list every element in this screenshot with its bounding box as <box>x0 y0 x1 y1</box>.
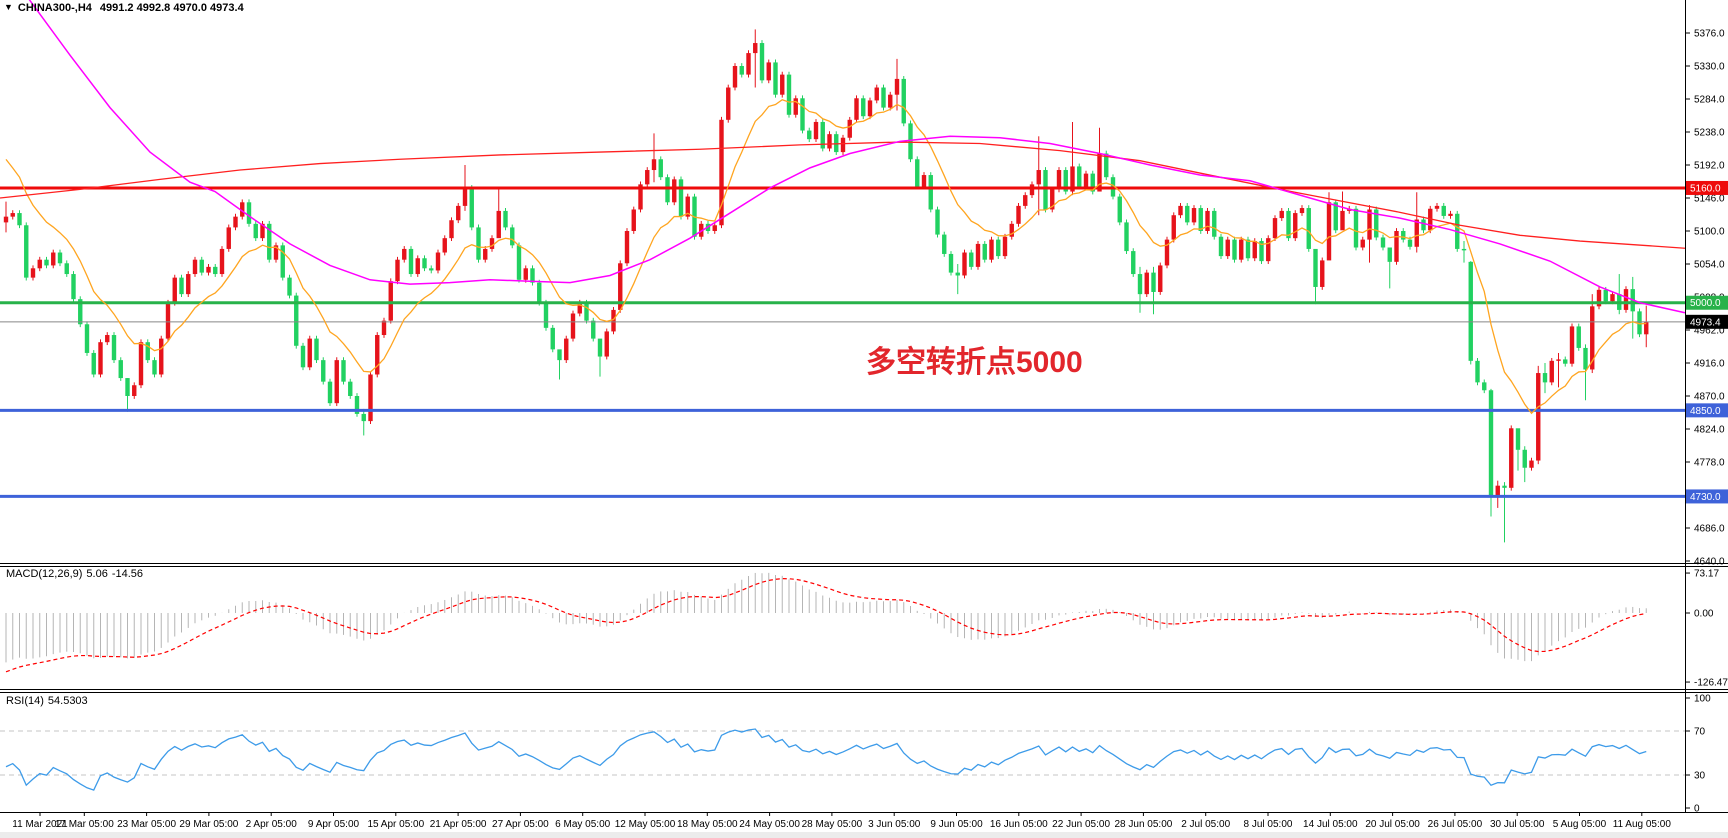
svg-text:5000.0: 5000.0 <box>1690 298 1721 309</box>
svg-text:5192.0: 5192.0 <box>1694 160 1725 171</box>
ohlc-open: 4991.2 <box>99 2 134 14</box>
svg-text:9 Jun 05:00: 9 Jun 05:00 <box>930 819 983 830</box>
price-chips: 5160.0 5000.0 4973.4 4850.0 4730.0 <box>1686 180 1728 504</box>
ohlc-high: 4992.8 <box>136 2 171 14</box>
price-chip-4973.4 <box>1686 314 1728 329</box>
svg-text:2 Apr 05:00: 2 Apr 05:00 <box>246 819 298 830</box>
svg-text:22 Jun 05:00: 22 Jun 05:00 <box>1052 819 1110 830</box>
svg-text:11 Aug 05:00: 11 Aug 05:00 <box>1613 819 1672 830</box>
svg-text:4973.4: 4973.4 <box>1690 317 1721 328</box>
svg-text:18 May 05:00: 18 May 05:00 <box>677 819 738 830</box>
rsi-value: 54.5303 <box>47 695 88 707</box>
svg-text:70: 70 <box>1694 727 1706 738</box>
svg-text:12 May 05:00: 12 May 05:00 <box>615 819 676 830</box>
svg-text:3 Jun 05:00: 3 Jun 05:00 <box>868 819 921 830</box>
indicator-axis-labels: 73.17 0.00 -126.47 100 70 30 0 <box>1685 569 1728 815</box>
moving-averages-layer <box>0 0 1686 415</box>
svg-text:9 Apr 05:00: 9 Apr 05:00 <box>308 819 360 830</box>
svg-text:0.00: 0.00 <box>1694 609 1714 620</box>
ohlc-low: 4970.0 <box>173 2 207 14</box>
svg-text:4870.0: 4870.0 <box>1694 391 1725 402</box>
svg-text:-126.47: -126.47 <box>1694 678 1728 689</box>
svg-text:5100.0: 5100.0 <box>1694 226 1725 237</box>
svg-text:29 Mar 05:00: 29 Mar 05:00 <box>179 819 238 830</box>
symbol-period-label: CHINA300-,H4 <box>17 2 92 14</box>
svg-text:26 Jul 05:00: 26 Jul 05:00 <box>1428 819 1483 830</box>
svg-text:2 Jul 05:00: 2 Jul 05:00 <box>1181 819 1230 830</box>
macd-indicator-label: MACD(12,26,9) 5.06 -14.56 <box>6 568 147 580</box>
price-chip-5160.0 <box>1686 180 1728 195</box>
svg-text:5054.0: 5054.0 <box>1694 259 1725 270</box>
svg-text:8 Jul 05:00: 8 Jul 05:00 <box>1244 819 1293 830</box>
svg-text:4686.0: 4686.0 <box>1694 523 1725 534</box>
svg-text:15 Apr 05:00: 15 Apr 05:00 <box>367 819 424 830</box>
svg-text:4778.0: 4778.0 <box>1694 457 1725 468</box>
svg-text:4824.0: 4824.0 <box>1694 424 1725 435</box>
svg-text:5238.0: 5238.0 <box>1694 127 1725 138</box>
rsi-indicator-label: RSI(14) 54.5303 <box>6 695 92 707</box>
annotation-text[interactable]: 多空转折点5000 <box>866 346 1083 379</box>
svg-text:4916.0: 4916.0 <box>1694 358 1725 369</box>
chart-frame <box>0 0 1728 813</box>
svg-text:5 Aug 05:00: 5 Aug 05:00 <box>1553 819 1607 830</box>
macd-main-value: 5.06 <box>86 568 108 580</box>
price-chip-4850.0 <box>1686 403 1728 418</box>
svg-text:73.17: 73.17 <box>1694 569 1719 580</box>
price-chip-5000.0 <box>1686 295 1728 310</box>
svg-text:28 May 05:00: 28 May 05:00 <box>802 819 863 830</box>
macd-name: MACD(12,26,9) <box>6 568 83 580</box>
rsi-layer <box>0 728 1685 791</box>
svg-text:23 Mar 05:00: 23 Mar 05:00 <box>117 819 176 830</box>
svg-text:21 Apr 05:00: 21 Apr 05:00 <box>430 819 487 830</box>
svg-text:0: 0 <box>1694 804 1700 815</box>
svg-text:16 Jun 05:00: 16 Jun 05:00 <box>990 819 1048 830</box>
svg-text:5160.0: 5160.0 <box>1690 183 1721 194</box>
svg-text:24 May 05:00: 24 May 05:00 <box>739 819 800 830</box>
price-panel[interactable] <box>0 0 1685 562</box>
svg-text:5146.0: 5146.0 <box>1694 193 1725 204</box>
window-bottom-edge <box>0 832 1728 838</box>
svg-text:11 Mar 2021: 11 Mar 2021 <box>12 819 68 830</box>
svg-text:100: 100 <box>1694 694 1711 705</box>
svg-text:6 May 05:00: 6 May 05:00 <box>555 819 610 830</box>
svg-text:4730.0: 4730.0 <box>1690 492 1721 503</box>
title-bar: ▼ CHINA300-,H4 4991.2 4992.8 4970.0 4973.4 <box>4 2 244 14</box>
svg-text:30 Jul 05:00: 30 Jul 05:00 <box>1490 819 1545 830</box>
svg-text:27 Apr 05:00: 27 Apr 05:00 <box>492 819 549 830</box>
symbol-dropdown-icon[interactable]: ▼ <box>4 2 13 12</box>
macd-panel[interactable] <box>0 566 1685 687</box>
svg-text:4850.0: 4850.0 <box>1690 406 1721 417</box>
svg-text:20 Jul 05:00: 20 Jul 05:00 <box>1365 819 1420 830</box>
svg-text:14 Jul 05:00: 14 Jul 05:00 <box>1303 819 1358 830</box>
svg-text:30: 30 <box>1694 771 1706 782</box>
svg-text:4962.0: 4962.0 <box>1694 325 1725 336</box>
svg-text:4640.0: 4640.0 <box>1694 556 1725 567</box>
svg-text:28 Jun 05:00: 28 Jun 05:00 <box>1114 819 1172 830</box>
macd-layer <box>5 572 1647 673</box>
price-chip-4730.0 <box>1686 489 1728 504</box>
ohlc-close: 4973.4 <box>210 2 244 14</box>
level-lines-layer <box>0 186 1685 498</box>
svg-text:5330.0: 5330.0 <box>1694 61 1725 72</box>
macd-signal-value: -14.56 <box>111 568 144 580</box>
svg-text:17 Mar 05:00: 17 Mar 05:00 <box>55 819 114 830</box>
svg-text:5376.0: 5376.0 <box>1694 29 1725 40</box>
rsi-name: RSI(14) <box>6 695 44 707</box>
candles-layer <box>3 29 1649 543</box>
svg-text:5284.0: 5284.0 <box>1694 94 1725 105</box>
